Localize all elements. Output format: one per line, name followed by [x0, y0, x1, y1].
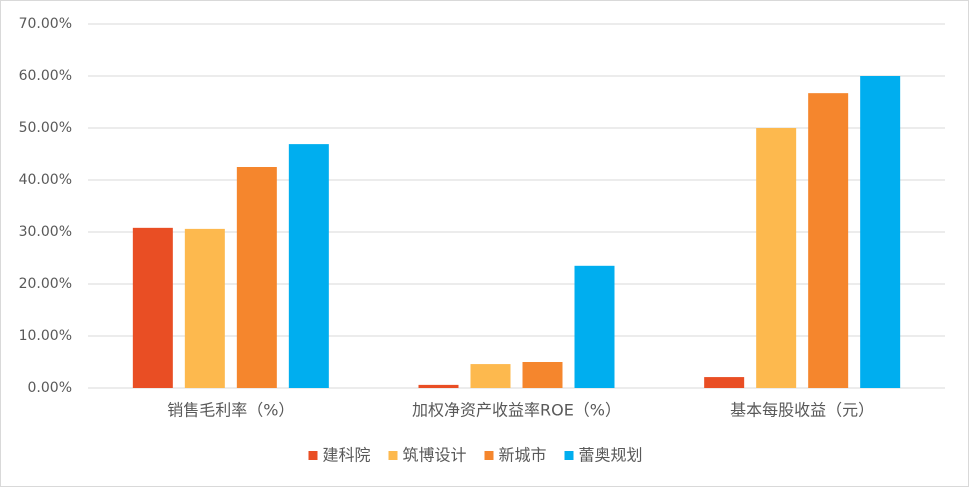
y-tick-label: 0.00%	[28, 380, 72, 396]
bar	[574, 265, 615, 388]
y-tick-label: 30.00%	[19, 224, 72, 240]
bar	[132, 227, 173, 388]
bar	[756, 128, 797, 388]
x-tick-label: 基本每股收益（元）	[730, 401, 874, 420]
y-tick-label: 70.00%	[19, 16, 72, 32]
bar	[184, 228, 225, 388]
y-tick-label: 60.00%	[19, 68, 72, 84]
legend-label: 筑博设计	[403, 446, 467, 465]
bar	[808, 93, 849, 388]
legend-label: 新城市	[499, 446, 547, 465]
legend-label: 建科院	[323, 446, 371, 465]
bar	[704, 377, 745, 388]
y-tick-label: 40.00%	[19, 172, 72, 188]
y-tick-label: 50.00%	[19, 120, 72, 136]
bar	[418, 384, 459, 388]
legend-swatch	[484, 451, 494, 460]
legend-label: 蕾奥规划	[579, 446, 643, 465]
x-tick-label: 加权净资产收益率ROE（%）	[412, 401, 621, 420]
y-tick-label: 10.00%	[19, 328, 72, 344]
legend-swatch	[308, 451, 318, 460]
legend-swatch	[388, 451, 398, 460]
bar	[860, 76, 901, 388]
bar	[236, 167, 277, 388]
bar	[470, 364, 511, 388]
legend-swatch	[564, 451, 574, 460]
x-tick-label: 销售毛利率（%）	[167, 401, 294, 420]
bar	[288, 144, 329, 388]
y-tick-label: 20.00%	[19, 276, 72, 292]
bar	[522, 362, 563, 388]
